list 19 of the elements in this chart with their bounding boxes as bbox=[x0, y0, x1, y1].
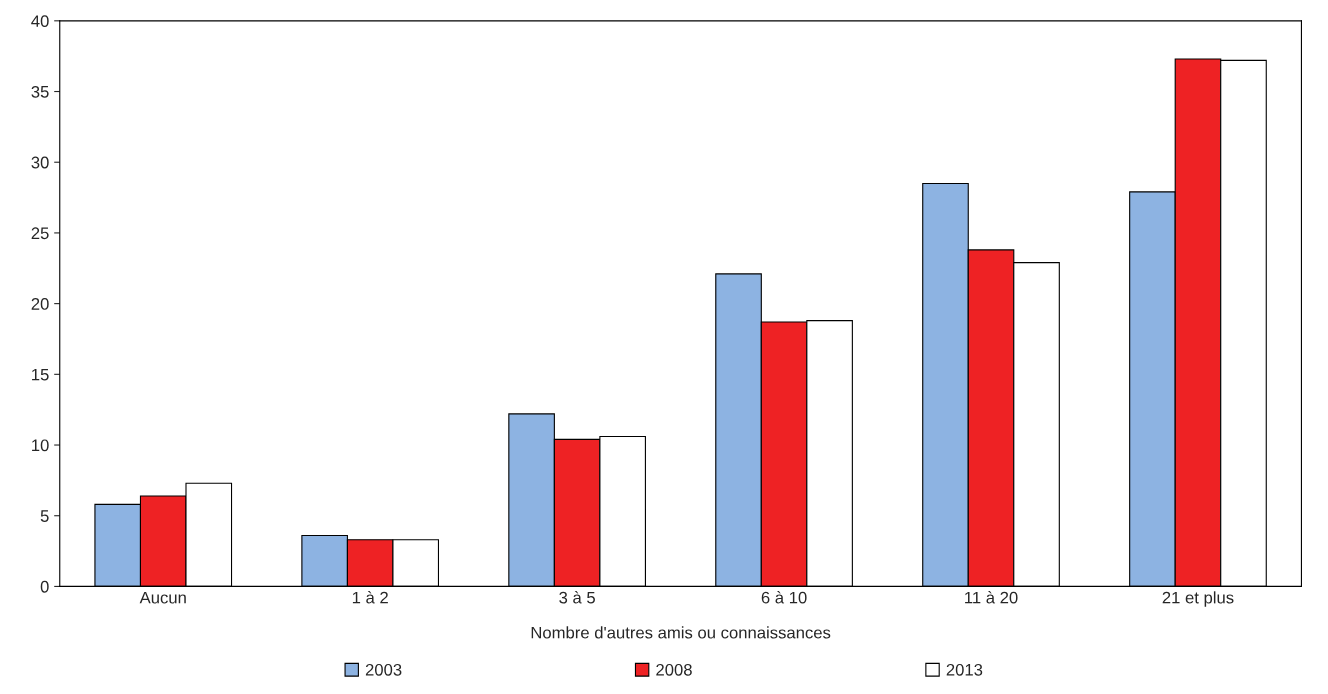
x-tick-label: 3 à 5 bbox=[559, 591, 595, 604]
x-tick-label: 1 à 2 bbox=[352, 591, 388, 604]
y-tick-label: 25 bbox=[31, 227, 49, 240]
y-tick-label: 0 bbox=[40, 580, 49, 593]
y-tick-label: 35 bbox=[31, 85, 49, 98]
y-tick-label: 10 bbox=[32, 439, 49, 452]
y-tick-label: 30 bbox=[31, 156, 49, 169]
x-tick-label: 11 à 20 bbox=[965, 591, 1018, 604]
legend-label: 2003 bbox=[365, 663, 402, 676]
legend-label: 2013 bbox=[946, 663, 983, 676]
x-axis-title: Nombre d'autres amis ou connaissances bbox=[531, 626, 831, 639]
y-tick-label: 15 bbox=[32, 368, 49, 381]
x-tick-label: 6 à 10 bbox=[761, 591, 807, 604]
y-tick-label: 5 bbox=[40, 510, 49, 522]
legend-label: 2008 bbox=[656, 663, 692, 676]
x-tick-label: 21 et plus bbox=[1162, 591, 1234, 607]
y-tick-label: 40 bbox=[31, 15, 49, 28]
x-tick-label: Aucun bbox=[139, 591, 186, 604]
y-tick-label: 20 bbox=[31, 298, 49, 310]
